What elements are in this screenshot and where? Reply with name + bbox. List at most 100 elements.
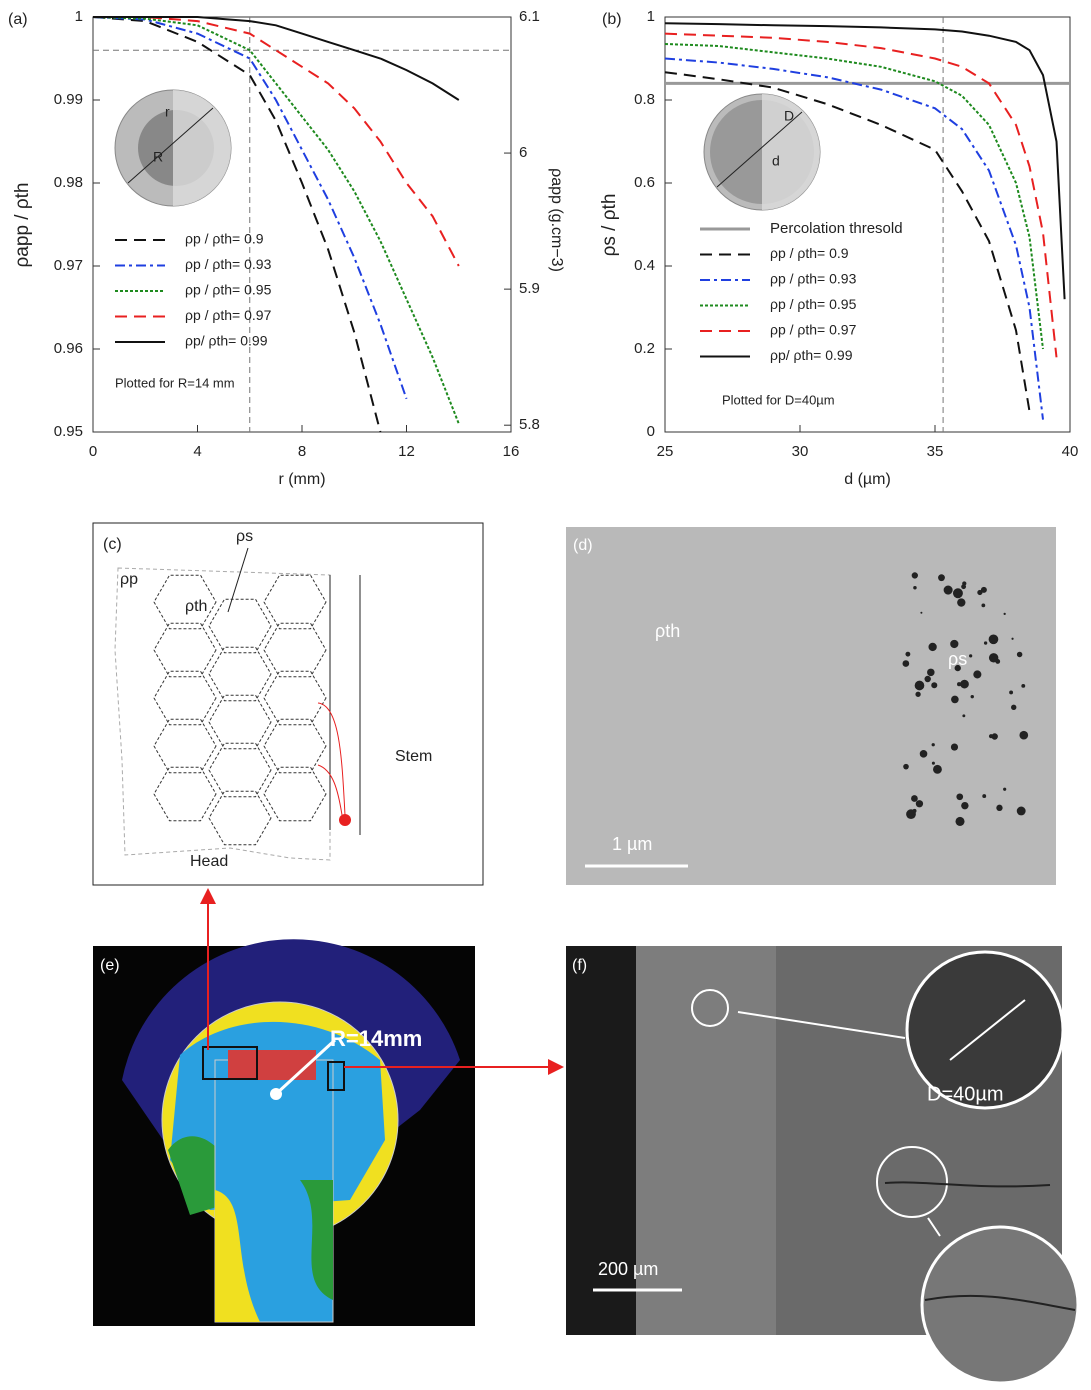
label: ρth (655, 621, 680, 641)
pore (984, 641, 987, 644)
pore (905, 652, 910, 657)
pore (962, 714, 965, 717)
pore (931, 682, 937, 688)
pore (960, 680, 969, 689)
pore (977, 590, 982, 595)
x-tick-label: 0 (89, 443, 97, 460)
panel-label: (c) (103, 536, 122, 553)
label: ρs (236, 528, 253, 545)
panel-label: (f) (572, 957, 587, 974)
x-axis-label: r (mm) (278, 471, 325, 488)
y2-tick-label: 6.1 (519, 8, 540, 25)
pore (981, 603, 985, 607)
x-tick-label: 35 (927, 443, 944, 460)
inset-label: d (772, 153, 780, 169)
pore (989, 635, 999, 645)
pore (915, 681, 925, 691)
legend-label: ρp / ρth= 0.95 (770, 296, 857, 312)
panel-label: (d) (573, 537, 593, 554)
panel-f: (f) D=40µm 200 µm (566, 946, 1078, 1383)
pore (902, 660, 909, 667)
pore (1011, 638, 1013, 640)
zoom-view (922, 1227, 1078, 1383)
y-tick-label: 0 (647, 423, 655, 440)
pore (1009, 690, 1013, 694)
y-tick-label: 0.97 (54, 257, 83, 274)
panel-e: (e) R=14mm (93, 939, 475, 1326)
series-line (93, 17, 459, 424)
pore (1021, 684, 1025, 688)
y-tick-label: 0.99 (54, 91, 83, 108)
pore (1017, 807, 1026, 816)
pore (938, 574, 945, 581)
series-line (93, 17, 459, 100)
center (270, 1088, 282, 1100)
pore (920, 750, 928, 758)
x-tick-label: 40 (1062, 443, 1079, 460)
y-axis-label: ρapp / ρth (12, 183, 33, 268)
legend-label: ρp / ρth= 0.97 (185, 307, 272, 323)
legend-label: ρp / ρth= 0.93 (770, 271, 857, 287)
note: Plotted for R=14 mm (115, 375, 235, 390)
scale-label: 1 µm (612, 834, 652, 854)
x-tick-label: 4 (193, 443, 201, 460)
y-tick-label: 1 (75, 8, 83, 25)
micrograph (566, 527, 1056, 885)
pore (911, 795, 918, 802)
label: ρs (948, 649, 967, 669)
pore (957, 682, 961, 686)
legend-label: ρp/ ρth= 0.99 (770, 347, 853, 363)
y-tick-label: 0.6 (634, 174, 655, 191)
neck (228, 1050, 316, 1080)
label: D=40µm (927, 1083, 1004, 1105)
panel-d: (d) ρth ρs 1 µm (566, 527, 1056, 885)
legend-label: Percolation thresold (770, 220, 903, 237)
pore (1017, 652, 1023, 658)
x-tick-label: 25 (657, 443, 674, 460)
label: Head (190, 853, 228, 870)
pore (924, 676, 930, 682)
y-tick-label: 0.8 (634, 91, 655, 108)
pore (996, 805, 1002, 811)
pore (982, 794, 986, 798)
pore (920, 612, 922, 614)
y-axis-label: ρs / ρth (599, 194, 620, 257)
plot-frame (93, 17, 511, 432)
pore (973, 670, 981, 678)
y2-tick-label: 5.9 (519, 280, 540, 297)
x-axis-label: d (µm) (844, 471, 891, 488)
pore (951, 743, 958, 750)
pore (913, 809, 917, 813)
pore (989, 653, 998, 662)
legend-label: ρp / ρth= 0.95 (185, 282, 272, 298)
pore (944, 586, 953, 595)
x-tick-label: 8 (298, 443, 306, 460)
pore (933, 765, 942, 774)
pore (927, 669, 934, 676)
panel-label: (b) (602, 11, 622, 28)
pore (989, 734, 993, 738)
pore (969, 654, 972, 657)
inset-label: r (165, 104, 170, 120)
y-tick-label: 1 (647, 8, 655, 25)
pore (912, 572, 918, 578)
scale-label: 200 µm (598, 1259, 658, 1279)
note: Plotted for D=40µm (722, 392, 835, 407)
pore (951, 696, 959, 704)
x-tick-label: 12 (398, 443, 415, 460)
y-tick-label: 0.98 (54, 174, 83, 191)
legend-label: ρp / ρth= 0.9 (770, 245, 849, 261)
panel-label: (a) (8, 11, 28, 28)
x-tick-label: 16 (503, 443, 520, 460)
pore (903, 764, 909, 770)
y2-tick-label: 6 (519, 144, 527, 161)
pore (953, 588, 963, 598)
pore (1011, 705, 1016, 710)
legend-label: ρp/ ρth= 0.99 (185, 333, 268, 349)
pore (950, 640, 958, 648)
y-tick-label: 0.96 (54, 340, 83, 357)
label: ρp (120, 571, 138, 588)
pore (957, 598, 965, 606)
pore (1019, 731, 1028, 740)
label: R=14mm (330, 1026, 422, 1051)
